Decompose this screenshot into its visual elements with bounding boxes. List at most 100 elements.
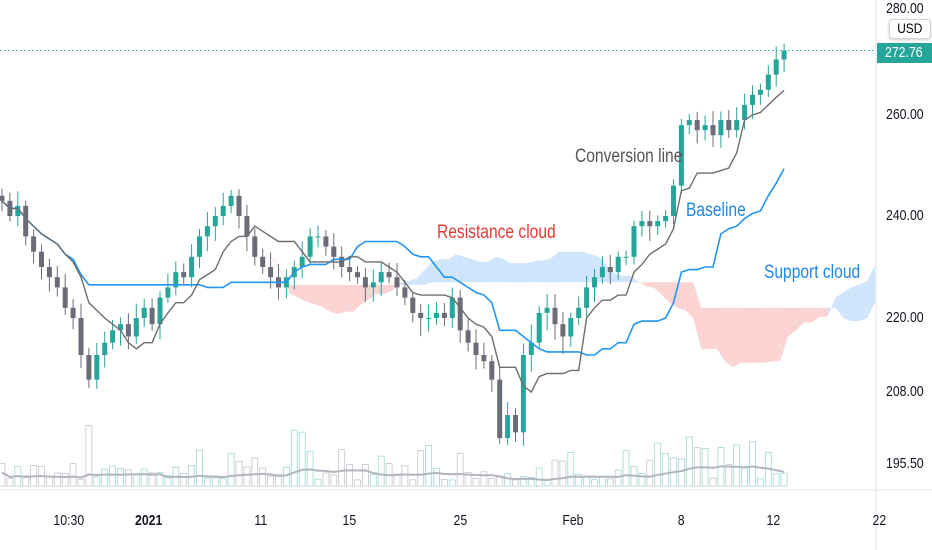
volume-bar [480,471,488,487]
candle-body [157,297,163,325]
candle-body [560,324,566,337]
volume-bar [709,477,717,487]
volume-bar [741,466,748,487]
y-tick-label: 220.00 [886,309,924,326]
cloud-segment [566,251,575,283]
candle-body [31,236,37,252]
candle-body [489,361,495,380]
volume-bar [243,466,251,487]
volume-bar [61,473,69,487]
candle-body [631,226,637,257]
currency-button[interactable]: USD [889,19,931,39]
volume-bar [361,464,369,487]
candle-body [86,355,92,380]
volume-bar [330,474,338,487]
volume-bar [290,429,298,487]
candle-body [118,324,123,331]
candle-body [70,307,76,318]
volume-bar [504,473,512,487]
y-tick-label: 280.00 [886,0,924,17]
candle-body [244,216,250,237]
volume-bar [235,460,243,487]
volume-bar [409,479,417,487]
cloud-segment [843,287,852,322]
cloud-segment [677,282,686,311]
volume-bar [772,473,780,487]
cloud-segment [748,307,757,363]
cloud-segment [590,254,599,283]
volume-bar [354,479,361,487]
cloud-segment [203,200,212,209]
volume-bar [227,453,235,487]
candle-body [781,50,787,60]
cloud-segment [321,284,330,312]
candle-body [607,267,613,273]
cloud-segment [661,282,670,303]
cloud-segment [851,284,860,322]
cloud-segment [329,284,338,315]
volume-bar [22,475,30,487]
volume-bar [472,478,480,487]
candle-body [355,272,360,278]
volume-bar [53,472,61,487]
candle-body [323,236,329,247]
candle-body [473,342,479,355]
candle-body [23,205,29,237]
cloud-segment [740,307,749,363]
volume-bar [654,442,662,487]
volume-bar [322,472,330,487]
candle-body [671,185,676,216]
x-tick-label: 15 [342,512,357,529]
cloud-segment [448,254,457,283]
candle-body [204,226,210,237]
candle-body [54,277,60,288]
volume-bar [606,478,614,487]
volume-bar [314,478,322,487]
candle-body [165,287,171,298]
cloud-segment [795,307,804,331]
cloud-segment [835,292,844,318]
volume-bar [662,453,669,487]
volume-bar [6,477,14,487]
candle-body [362,277,368,288]
volume-bar [259,467,267,487]
candle-body [62,287,68,308]
y-tick-label: 240.00 [886,207,924,224]
candle-body [639,221,645,227]
volume-bar [275,473,282,487]
cloud-segment [859,281,868,322]
candle-body [750,94,755,105]
candle-body [513,415,518,433]
cloud-segment [298,284,307,302]
volume-bar [646,459,654,487]
candle-body [189,256,195,278]
volume-bar [488,478,496,487]
candle-body [465,330,471,343]
candle-body [110,330,116,343]
volume-bar [725,464,733,487]
volume-bar [219,478,227,487]
candle-body [197,236,202,257]
cloud-segment [811,307,820,323]
candle-body [497,379,503,439]
volume-bar [591,479,598,487]
candle-body [773,59,779,75]
candle-body [252,236,258,257]
y-tick-label: 208.00 [886,383,924,400]
volume-bar [346,464,354,487]
cloud-segment [669,282,678,308]
candle-body [102,342,108,355]
candle-body [0,195,5,201]
cloud-segment [780,307,789,362]
cloud-segment [464,256,473,283]
candle-body [663,216,669,222]
cloud-segment [693,282,702,349]
volume-bar [433,468,440,487]
cloud-segment [337,284,346,315]
candle-body [505,415,511,439]
candle-body [623,256,629,258]
volume-bar [282,467,290,487]
volume-bar [780,472,788,487]
